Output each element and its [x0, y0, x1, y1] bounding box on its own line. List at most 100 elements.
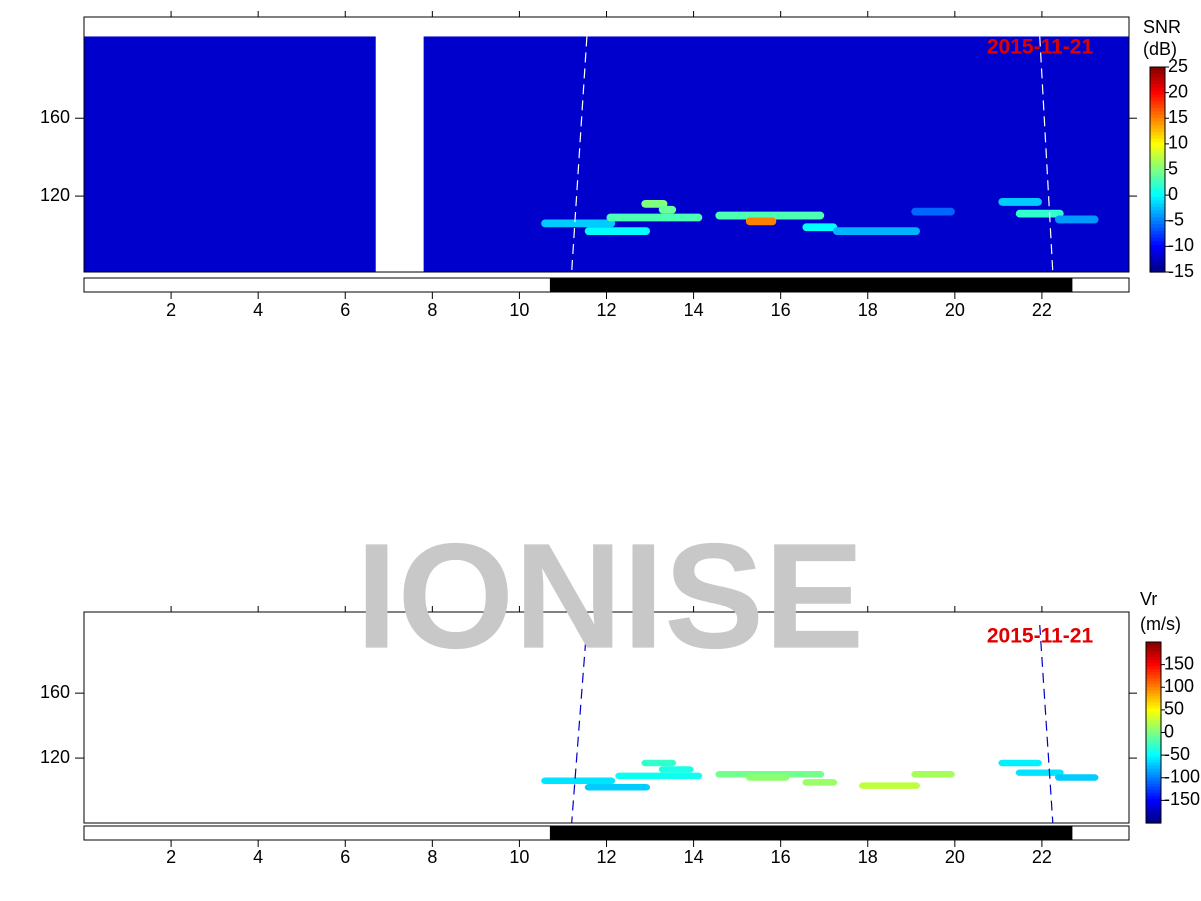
- colorbar-segment: [1150, 251, 1165, 256]
- x-tick-label: 10: [509, 847, 529, 867]
- echo: [606, 213, 703, 222]
- echo: [615, 772, 703, 780]
- echo: [1015, 769, 1064, 776]
- date-annotation: 2015-11-21: [987, 625, 1094, 648]
- colorbar-segment: [1150, 108, 1165, 113]
- night-bar: [549, 826, 1073, 840]
- x-tick-label: 2: [166, 300, 176, 320]
- colorbar-segment: [1146, 747, 1161, 752]
- echo: [802, 223, 838, 232]
- colorbar-tick-label: 100: [1164, 676, 1194, 696]
- colorbar-tick-label: 20: [1168, 81, 1188, 101]
- x-tick-label: 6: [340, 300, 350, 320]
- colorbar-segment: [1150, 210, 1165, 215]
- colorbar-segment: [1146, 771, 1161, 776]
- colorbar-segment: [1146, 645, 1161, 649]
- colorbar-segment: [1150, 131, 1165, 136]
- colorbar-segment: [1150, 265, 1165, 270]
- colorbar-segment: [1150, 179, 1165, 184]
- colorbar-segment: [1150, 128, 1165, 133]
- y-tick-label: 120: [40, 747, 70, 767]
- x-tick-label: 12: [596, 847, 616, 867]
- colorbar-segment: [1146, 759, 1161, 764]
- echo: [658, 766, 694, 773]
- colorbar-segment: [1150, 248, 1165, 253]
- colorbar-segment: [1150, 207, 1165, 212]
- echo: [1054, 215, 1099, 224]
- colorbar-segment: [1146, 702, 1161, 706]
- night-bar: [549, 278, 1073, 292]
- colorbar-tick-label: -50: [1164, 744, 1190, 764]
- colorbar-segment: [1146, 816, 1161, 821]
- x-tick-label: 4: [253, 300, 263, 320]
- colorbar-segment: [1150, 67, 1165, 72]
- x-tick-label: 22: [1032, 847, 1052, 867]
- x-tick-label: 10: [509, 300, 529, 320]
- colorbar-segment: [1150, 159, 1165, 164]
- colorbar-segment: [1150, 203, 1165, 208]
- colorbar-segment: [1146, 783, 1161, 788]
- y-tick-label: 160: [40, 682, 70, 702]
- colorbar-segment: [1150, 190, 1165, 195]
- echo: [641, 199, 668, 208]
- echo: [1054, 774, 1099, 781]
- colorbar-segment: [1150, 94, 1165, 99]
- x-tick-label: 14: [684, 847, 704, 867]
- colorbar-segment: [1150, 169, 1165, 174]
- echo: [802, 779, 838, 786]
- colorbar-tick-label: -5: [1168, 210, 1184, 230]
- colorbar-segment: [1146, 663, 1161, 667]
- colorbar-segment: [1146, 726, 1161, 731]
- colorbar-segment: [1146, 762, 1161, 767]
- colorbar-segment: [1146, 732, 1161, 737]
- colorbar-segment: [1150, 162, 1165, 167]
- colorbar-segment: [1146, 786, 1161, 791]
- colorbar-segment: [1150, 217, 1165, 222]
- colorbar-segment: [1146, 765, 1161, 770]
- colorbar-segment: [1150, 77, 1165, 82]
- colorbar-segment: [1146, 819, 1161, 824]
- colorbar-segment: [1146, 681, 1161, 685]
- colorbar-segment: [1146, 738, 1161, 743]
- x-tick-label: 18: [858, 300, 878, 320]
- colorbar-segment: [1150, 138, 1165, 143]
- colorbar-segment: [1146, 723, 1161, 728]
- x-tick-label: 2: [166, 847, 176, 867]
- colorbar-segment: [1150, 135, 1165, 140]
- colorbar-segment: [1146, 696, 1161, 700]
- echo: [1015, 209, 1064, 218]
- colorbar-segment: [1150, 268, 1165, 273]
- date-annotation: 2015-11-21: [987, 36, 1094, 59]
- colorbar-segment: [1146, 675, 1161, 679]
- colorbar-tick-label: -150: [1164, 789, 1200, 809]
- colorbar-segment: [1150, 176, 1165, 181]
- echo: [998, 759, 1042, 767]
- colorbar-segment: [1146, 798, 1161, 803]
- colorbar-segment: [1150, 111, 1165, 116]
- echo: [859, 782, 920, 789]
- terminator-line: [1039, 36, 1054, 273]
- colorbar-segment: [1150, 193, 1165, 198]
- colorbar-segment: [1146, 741, 1161, 746]
- colorbar-segment: [1146, 690, 1161, 694]
- colorbar-label: (m/s): [1140, 614, 1181, 634]
- colorbar-tick-label: 5: [1168, 158, 1178, 178]
- colorbar-segment: [1150, 145, 1165, 150]
- colorbar-segment: [1150, 142, 1165, 147]
- echo: [911, 207, 955, 216]
- colorbar-segment: [1146, 708, 1161, 712]
- colorbar-segment: [1146, 735, 1161, 740]
- colorbar-segment: [1150, 220, 1165, 225]
- colorbar-segment: [1146, 714, 1161, 719]
- colorbar-tick-label: 50: [1164, 699, 1184, 719]
- x-tick-label: 16: [771, 847, 791, 867]
- colorbar-tick-label: 0: [1164, 721, 1174, 741]
- colorbar-segment: [1150, 73, 1165, 78]
- colorbar-segment: [1150, 224, 1165, 229]
- colorbar-label: Vr: [1140, 589, 1157, 609]
- echo: [658, 205, 677, 214]
- background-echo: [84, 36, 1129, 272]
- colorbar-segment: [1150, 244, 1165, 249]
- echo: [641, 759, 677, 767]
